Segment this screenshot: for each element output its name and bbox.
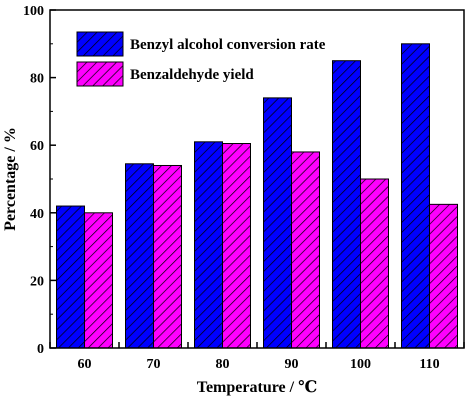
- x-axis: 60 70 80 90 100 110: [49, 342, 465, 372]
- legend: Benzyl alcohol conversion rate Benzaldeh…: [76, 31, 326, 87]
- bar-conversion-rate-110: [401, 43, 430, 349]
- y-tick-label-40: 40: [30, 207, 44, 222]
- legend-label-yield: Benzaldehyde yield: [130, 67, 254, 83]
- legend-swatch-yield: [76, 61, 124, 87]
- x-tick-label-110: 110: [419, 357, 439, 372]
- y-tick-label-20: 20: [30, 274, 44, 289]
- bar-yield-100: [360, 178, 389, 349]
- bar-yield-70: [153, 164, 182, 349]
- y-axis: 0 20 40 60 80 100: [23, 4, 56, 357]
- bar-yield-80: [222, 143, 251, 349]
- x-tick-label-70: 70: [147, 357, 161, 372]
- x-tick-label-60: 60: [78, 357, 92, 372]
- bar-yield-60: [84, 212, 113, 349]
- x-tick-label-90: 90: [285, 357, 299, 372]
- x-tick-label-100: 100: [350, 357, 371, 372]
- legend-label-conversion-rate: Benzyl alcohol conversion rate: [130, 37, 326, 53]
- x-tick-label-80: 80: [216, 357, 230, 372]
- x-axis-label: Temperature / ℃: [197, 379, 318, 396]
- y-tick-label-100: 100: [23, 4, 44, 19]
- bar-conversion-rate-100: [332, 60, 361, 349]
- bar-conversion-rate-80: [194, 141, 223, 349]
- bars-group: [56, 43, 458, 349]
- y-axis-label: Percentage / %: [2, 127, 19, 231]
- bar-yield-110: [429, 203, 458, 349]
- y-tick-label-80: 80: [30, 72, 44, 87]
- bar-yield-90: [291, 151, 320, 349]
- y-tick-label-0: 0: [37, 342, 44, 357]
- bar-conversion-rate-90: [263, 97, 292, 349]
- bar-conversion-rate-60: [56, 205, 85, 349]
- legend-swatch-conversion-rate: [76, 31, 124, 57]
- bar-conversion-rate-70: [125, 163, 154, 349]
- y-tick-label-60: 60: [30, 139, 44, 154]
